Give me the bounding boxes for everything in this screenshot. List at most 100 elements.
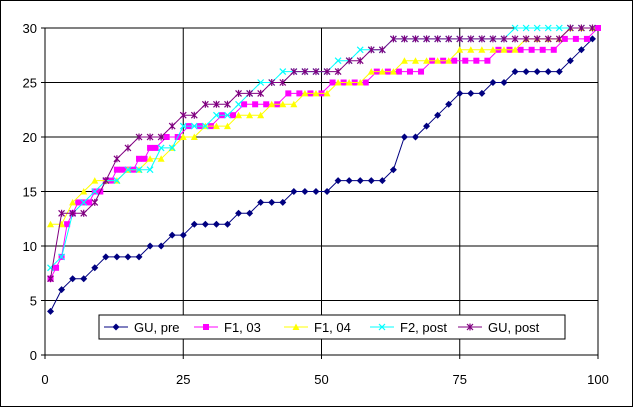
legend-item-f1-04: F1, 04: [284, 320, 351, 335]
data-point-f1-04: [389, 68, 397, 75]
axes: 0 5 10 15 20 25 30 0 25 50 75 100: [23, 21, 609, 387]
data-point-gu-pre: [400, 133, 408, 141]
data-point-legend-f1-04: [292, 323, 300, 330]
data-point-f2-post: [190, 122, 198, 130]
data-point-f1-04: [157, 155, 165, 162]
data-point-gu-post: [290, 68, 298, 76]
data-point-f1-04: [356, 79, 364, 86]
data-point-f2-post: [213, 111, 220, 119]
data-point-f1-03: [462, 57, 469, 64]
data-point-gu-pre: [179, 231, 187, 239]
data-point-f1-03: [113, 166, 120, 173]
data-point-gu-pre: [445, 100, 453, 108]
data-point-f1-04: [301, 89, 309, 97]
data-point-gu-post: [478, 35, 486, 43]
data-point-gu-pre: [356, 177, 364, 185]
y-tick-label: 30: [23, 21, 37, 36]
data-point-f2-post: [555, 24, 563, 32]
data-point-gu-pre: [201, 220, 209, 228]
data-point-f1-04: [146, 155, 154, 162]
data-point-gu-post: [113, 155, 121, 163]
data-point-legend-gu-post: [466, 323, 474, 331]
data-point-gu-post: [577, 24, 585, 32]
data-point-gu-post: [224, 100, 231, 108]
data-point-gu-post: [500, 35, 508, 43]
legend-label: F2, post: [400, 320, 447, 335]
data-point-f2-post: [533, 24, 541, 32]
data-point-gu-post: [157, 133, 165, 141]
data-point-gu-pre: [80, 275, 88, 283]
data-point-f1-04: [223, 122, 231, 130]
data-point-f1-03: [263, 101, 270, 108]
data-point-f1-03: [329, 79, 336, 86]
data-point-gu-post: [135, 133, 143, 141]
data-point-f2-post: [146, 166, 154, 174]
legend-label: GU, post: [488, 320, 540, 335]
data-point-gu-post: [213, 100, 220, 108]
data-point-gu-pre: [102, 253, 110, 261]
data-point-f1-03: [451, 57, 458, 64]
data-point-f2-post: [113, 177, 121, 185]
data-point-f1-03: [53, 264, 60, 271]
data-point-gu-post: [146, 133, 154, 141]
data-point-gu-post: [445, 35, 453, 43]
data-point-f1-04: [179, 133, 187, 140]
legend-label: F1, 03: [224, 320, 261, 335]
legend-label: F1, 04: [314, 320, 351, 335]
data-point-gu-pre: [301, 188, 309, 195]
data-point-f1-04: [47, 220, 55, 228]
data-point-f2-post: [179, 122, 187, 130]
data-point-f1-03: [595, 25, 601, 31]
data-point-f1-04: [334, 79, 342, 86]
data-point-f1-03: [86, 199, 93, 206]
data-point-gu-post: [389, 35, 397, 43]
data-point-f2-post: [135, 166, 143, 174]
data-point-f1-03: [395, 68, 402, 75]
data-point-f1-04: [511, 46, 519, 53]
data-point-gu-pre: [345, 177, 353, 185]
data-point-f1-03: [296, 90, 303, 97]
data-point-gu-post: [367, 46, 375, 54]
data-point-gu-pre: [323, 188, 331, 195]
data-point-f1-03: [75, 199, 82, 206]
data-point-f1-03: [285, 90, 292, 97]
data-point-f2-post: [511, 24, 519, 32]
data-point-gu-pre: [246, 209, 254, 217]
legend: GU, pre F1, 03 F1, 04 F2, post GU, post: [98, 314, 566, 340]
data-point-f1-04: [412, 57, 420, 64]
data-point-f1-04: [456, 46, 464, 53]
plot-border: [44, 27, 599, 356]
data-point-gu-pre: [533, 68, 541, 76]
data-point-f1-03: [550, 46, 557, 53]
data-point-gu-pre: [257, 198, 265, 206]
data-point-gu-post: [544, 35, 552, 43]
x-tick-label: 100: [587, 372, 609, 387]
data-point-f1-04: [312, 89, 320, 97]
data-point-gu-pre: [58, 286, 66, 294]
data-point-gu-pre: [489, 79, 497, 86]
y-tick-label: 25: [23, 76, 37, 91]
y-tick-label: 0: [30, 348, 37, 363]
data-point-gu-post: [401, 35, 408, 43]
data-point-gu-pre: [577, 46, 585, 54]
data-point-gu-post: [91, 198, 99, 206]
data-point-f1-04: [478, 46, 486, 53]
data-point-gu-pre: [312, 188, 320, 195]
data-point-gu-post: [423, 35, 430, 43]
data-point-gu-post: [533, 35, 541, 43]
series-gu-pre: [47, 35, 596, 315]
data-point-f1-03: [119, 166, 126, 173]
data-point-f1-04: [235, 111, 243, 119]
data-point-f1-03: [147, 144, 154, 151]
data-point-f2-post: [257, 79, 265, 86]
data-point-gu-post: [434, 35, 442, 43]
data-point-f1-03: [484, 57, 491, 64]
data-point-gu-post: [47, 275, 54, 283]
data-point-gu-post: [168, 122, 176, 130]
data-point-f2-post: [356, 46, 364, 54]
data-point-f1-03: [230, 112, 237, 119]
data-point-f1-04: [500, 46, 508, 53]
data-point-gu-post: [589, 24, 596, 32]
data-point-gu-post: [179, 111, 187, 119]
data-point-gu-pre: [389, 166, 397, 174]
